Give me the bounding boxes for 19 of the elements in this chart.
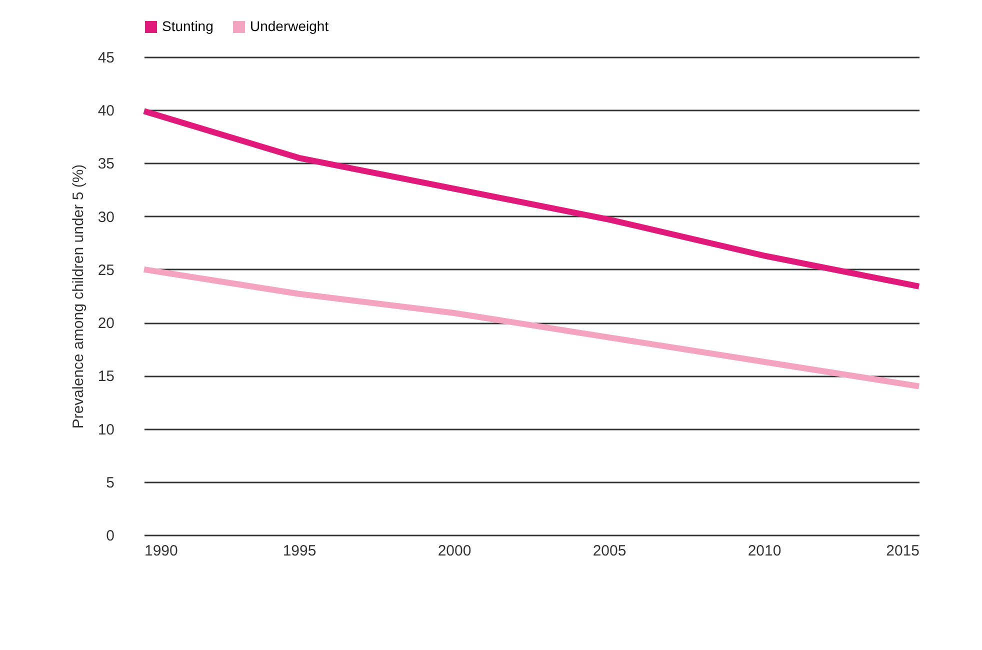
- y-tick-label: 10: [98, 421, 114, 438]
- legend-label: Stunting: [162, 18, 214, 34]
- y-tick-label: 20: [98, 315, 114, 332]
- y-tick-label: 0: [106, 528, 114, 544]
- y-tick-label: 30: [98, 208, 114, 226]
- legend-label: Underweight: [250, 18, 329, 34]
- y-tick-label: 25: [98, 262, 114, 279]
- y-tick-label: 40: [98, 102, 114, 120]
- x-tick-label: 2005: [592, 542, 626, 560]
- y-tick-label: 45: [98, 50, 114, 66]
- x-tick-label: 1990: [144, 542, 178, 560]
- y-tick-label: 35: [98, 156, 114, 173]
- x-tick-label: 2015: [886, 542, 920, 560]
- y-tick-label: 15: [98, 368, 114, 386]
- y-axis-title: Prevalence among children under 5 (%): [70, 164, 87, 429]
- x-tick-label: 1995: [282, 542, 316, 560]
- x-tick-label: 2010: [748, 542, 782, 560]
- x-tick-label: 2000: [438, 542, 472, 560]
- y-tick-label: 5: [106, 474, 114, 492]
